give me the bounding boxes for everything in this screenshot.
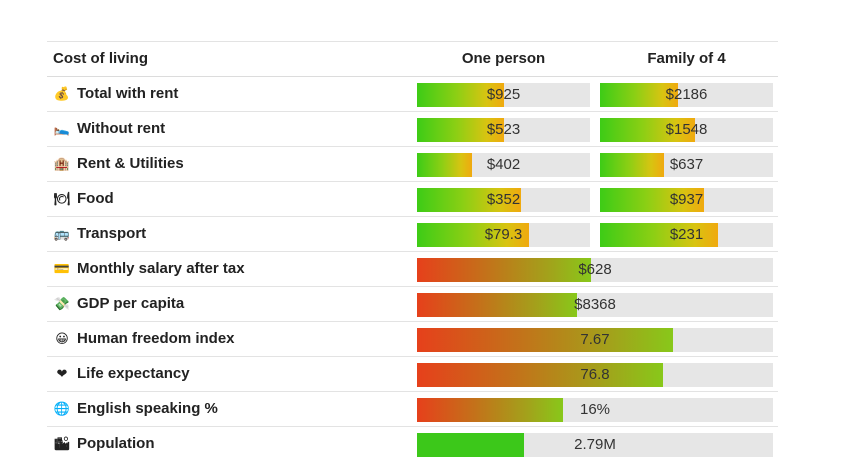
plate-icon: 🍽 [53,191,71,206]
table-row: 💸 GDP per capita $8368 [47,287,778,322]
family-bar-value: $937 [669,191,704,208]
family-bar: $2186 [600,83,773,107]
family-bar-value: $231 [669,226,704,243]
one-person-bar: $523 [417,118,590,142]
header-family: Family of 4 [647,50,726,67]
row-label: 🍽 Food [53,182,114,216]
table-row: ❤ Life expectancy 76.8 [47,357,778,392]
stat-bar: $8368 [417,293,773,317]
family-bar-value: $2186 [665,86,708,103]
money-with-wings-icon: 💸 [53,296,71,311]
building-icon: 🏨 [53,156,71,171]
family-bar-fill [600,83,678,107]
family-bar-fill [600,118,696,142]
stat-bar-fill [417,433,524,457]
row-label-text: Rent & Utilities [77,155,184,172]
one-person-bar: $352 [417,188,590,212]
family-bar-fill [600,188,704,212]
row-label-text: Without rent [77,120,166,137]
row-label-text: GDP per capita [77,295,185,312]
stat-bar-fill [417,293,578,317]
row-label-text: Human freedom index [77,330,235,347]
one-person-bar-value: $402 [486,156,521,173]
stat-bar-value: 16% [579,401,611,418]
row-label: 💰 Total with rent [53,77,178,111]
family-bar: $937 [600,188,773,212]
table-header: Cost of living One person Family of 4 [47,41,778,77]
row-label: 🚌 Transport [53,217,146,251]
one-person-bar-value: $79.3 [484,226,523,243]
table-row: 🏨 Rent & Utilities $402 $637 [47,147,778,182]
family-bar: $1548 [600,118,773,142]
table-body: 💰 Total with rent $925 $2186 🛌 Without rent $5… [47,77,778,461]
one-person-bar-value: $523 [486,121,521,138]
row-label: 🌐 English speaking % [53,392,218,426]
row-label-text: Transport [77,225,147,242]
stat-bar-fill [417,328,674,352]
row-label-text: Food [77,190,114,207]
stat-bar: 7.67 [417,328,773,352]
table-row: 💰 Total with rent $925 $2186 [47,77,778,112]
row-label: 🏙 Population [53,427,155,461]
row-label: 😀 Human freedom index [53,322,235,356]
one-person-bar-fill [417,188,521,212]
one-person-bar-fill [417,223,530,247]
stat-bar-fill [417,363,663,387]
row-label: 💸 GDP per capita [53,287,184,321]
stat-bar: 76.8 [417,363,773,387]
family-bar: $637 [600,153,773,177]
family-bar-fill [600,223,718,247]
row-label: ❤ Life expectancy [53,357,190,391]
family-bar-value: $1548 [665,121,708,138]
stat-bar: 16% [417,398,773,422]
heart-icon: ❤ [56,366,68,381]
row-label-text: Monthly salary after tax [77,260,245,277]
stat-bar-fill [417,258,592,282]
table-row: 😀 Human freedom index 7.67 [47,322,778,357]
one-person-bar-fill [417,83,504,107]
stat-bar-value: 2.79M [574,436,616,453]
stat-bar-value: $8368 [574,296,616,313]
header-one-person: One person [461,50,546,67]
table-row: 🛌 Without rent $523 $1548 [47,112,778,147]
one-person-bar: $79.3 [417,223,590,247]
stat-bar-value: $628 [578,261,612,278]
globe-icon: 🌐 [53,401,71,416]
row-label-text: English speaking % [77,400,218,417]
family-bar-fill [600,153,664,177]
row-label-text: Total with rent [77,85,179,102]
one-person-bar-value: $925 [486,86,521,103]
grinning-face-icon: 😀 [55,331,69,346]
table-row: 🚌 Transport $79.3 $231 [47,217,778,252]
money-bag-icon: 💰 [53,86,71,101]
family-bar: $231 [600,223,773,247]
row-label: 🏨 Rent & Utilities [53,147,184,181]
stat-bar: 2.79M [417,433,773,457]
row-label-text: Population [77,435,155,452]
row-label: 🛌 Without rent [53,112,165,146]
sleeping-bed-icon: 🛌 [53,121,71,136]
credit-card-icon: 💳 [53,261,71,276]
one-person-bar-fill [417,118,504,142]
family-bar-value: $637 [669,156,704,173]
stat-bar: $628 [417,258,773,282]
stat-bar-fill [417,398,563,422]
bus-icon: 🚌 [53,226,71,241]
table-row: 💳 Monthly salary after tax $628 [47,252,778,287]
stat-bar-value: 7.67 [580,331,610,348]
one-person-bar: $402 [417,153,590,177]
city-map-icon: 🏙 [53,436,71,451]
table-row: 🏙 Population 2.79M [47,427,778,461]
table-row: 🌐 English speaking % 16% [47,392,778,427]
cost-of-living-table: Cost of living One person Family of 4 💰 T… [47,41,778,461]
one-person-bar-value: $352 [486,191,521,208]
header-category: Cost of living [53,50,148,67]
row-label: 💳 Monthly salary after tax [53,252,245,286]
row-label-text: Life expectancy [77,365,190,382]
stat-bar-value: 76.8 [580,366,610,383]
one-person-bar: $925 [417,83,590,107]
table-row: 🍽 Food $352 $937 [47,182,778,217]
one-person-bar-fill [417,153,473,177]
